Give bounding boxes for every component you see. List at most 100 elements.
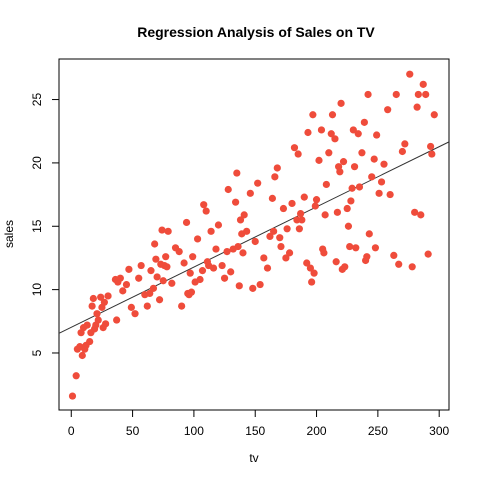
y-tick-label: 25 (30, 93, 44, 107)
data-point (175, 248, 183, 256)
data-point (260, 254, 268, 262)
data-point (430, 111, 438, 119)
data-point (113, 316, 121, 324)
data-point (78, 351, 86, 360)
data-point (380, 160, 388, 168)
data-point (327, 130, 335, 138)
chart-title: Regression Analysis of Sales on TV (137, 24, 375, 40)
x-tick-label: 150 (245, 424, 265, 438)
data-point (158, 226, 166, 234)
data-point (352, 244, 360, 252)
data-point (390, 251, 398, 260)
data-point (240, 211, 248, 219)
data-point (200, 201, 208, 209)
data-point (306, 264, 315, 272)
data-point (315, 156, 323, 164)
data-point (146, 289, 154, 298)
data-point (233, 169, 241, 177)
data-point (282, 254, 290, 262)
data-point (182, 218, 191, 227)
data-point (97, 293, 105, 301)
data-point (333, 208, 341, 216)
data-point (424, 250, 432, 258)
data-point (384, 106, 392, 114)
data-point (125, 265, 133, 273)
data-point (198, 267, 207, 275)
regression-line (58, 141, 450, 334)
data-point (116, 274, 124, 282)
data-point (411, 208, 419, 216)
data-point (308, 278, 316, 286)
data-point (149, 284, 158, 292)
data-point (251, 237, 259, 246)
y-axis-ticks: 5 10 15 20 25 (30, 93, 59, 356)
data-point (279, 204, 288, 213)
data-point (236, 216, 245, 224)
data-point (398, 147, 406, 156)
data-point (193, 235, 202, 243)
x-axis-ticks: 0 50 100 150 200 250 300 (68, 410, 450, 438)
data-point (164, 227, 172, 235)
data-point (304, 128, 312, 137)
data-point (202, 207, 210, 215)
data-point (104, 292, 112, 300)
data-point (93, 310, 101, 318)
data-point (277, 242, 285, 251)
data-point (328, 111, 337, 119)
x-tick-label: 200 (307, 424, 327, 438)
data-point (234, 242, 242, 251)
data-point (392, 90, 400, 99)
data-point (212, 245, 220, 253)
data-point (155, 296, 164, 304)
data-point (377, 178, 386, 186)
data-point (413, 103, 421, 111)
data-point (223, 248, 231, 256)
data-point (408, 263, 416, 271)
y-tick-label: 15 (30, 219, 44, 233)
data-point (336, 168, 344, 176)
data-point (417, 211, 425, 219)
y-tick-label: 20 (30, 156, 44, 170)
data-point (153, 273, 161, 281)
data-point (285, 249, 294, 257)
data-point (168, 279, 176, 287)
data-point (239, 249, 247, 257)
x-tick-label: 50 (126, 424, 140, 438)
data-point (355, 183, 364, 191)
data-point (94, 316, 102, 324)
data-point (350, 163, 359, 171)
data-point (88, 302, 96, 310)
data-point (263, 264, 272, 272)
data-point (311, 202, 319, 210)
data-point (365, 230, 373, 238)
data-point (428, 150, 436, 158)
data-points (68, 70, 438, 400)
data-point (320, 249, 328, 257)
data-point (312, 196, 321, 204)
data-point (102, 320, 110, 328)
data-point (178, 302, 186, 310)
data-point (347, 197, 355, 205)
data-point (309, 111, 317, 119)
data-point (375, 189, 383, 197)
data-point (220, 274, 229, 282)
data-point (288, 199, 296, 208)
data-point (224, 185, 232, 194)
data-point (283, 225, 291, 233)
data-point (297, 209, 305, 218)
data-point (419, 80, 427, 88)
data-point (276, 234, 284, 242)
data-point (317, 126, 326, 134)
data-point (235, 282, 243, 290)
data-point (364, 90, 372, 99)
data-point (119, 287, 127, 295)
data-point (273, 164, 281, 172)
data-point (214, 221, 223, 229)
data-point (256, 280, 264, 289)
data-point (341, 263, 349, 271)
data-point (300, 193, 308, 201)
data-point (137, 261, 145, 270)
data-point (86, 337, 94, 346)
data-point (321, 211, 329, 219)
